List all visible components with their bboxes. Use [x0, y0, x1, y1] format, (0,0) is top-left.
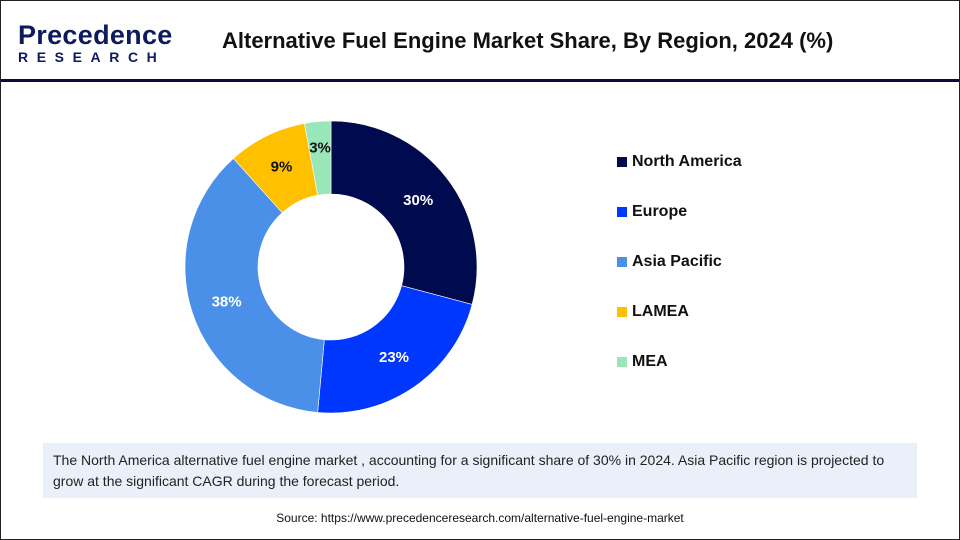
- slice-mea: [304, 120, 332, 196]
- legend-swatch: [617, 307, 627, 317]
- legend-label: Europe: [632, 203, 688, 220]
- summary-note: The North America alternative fuel engin…: [43, 443, 917, 498]
- source-text: Source: https://www.precedenceresearch.c…: [276, 511, 684, 525]
- legend-item: Europe: [617, 200, 742, 224]
- data-label: 3%: [309, 140, 331, 157]
- legend-label: MEA: [632, 353, 668, 370]
- data-label: 38%: [212, 294, 242, 311]
- chart-title: Alternative Fuel Engine Market Share, By…: [222, 28, 834, 53]
- data-label: 23%: [379, 349, 409, 366]
- legend: North America Europe Asia Pacific LAMEA MEA: [617, 150, 742, 400]
- legend-swatch: [617, 357, 627, 367]
- logo: Precedence RESEARCH: [18, 20, 173, 66]
- legend-item: LAMEA: [617, 300, 742, 324]
- legend-label: Asia Pacific: [632, 253, 722, 270]
- data-label: 9%: [271, 159, 293, 176]
- slice-europe: [317, 285, 473, 414]
- slice-asia-pacific: [184, 157, 325, 413]
- data-label: 30%: [403, 192, 433, 209]
- header-divider: [1, 79, 959, 82]
- legend-item: Asia Pacific: [617, 250, 742, 274]
- legend-item: MEA: [617, 350, 742, 374]
- legend-label: North America: [632, 153, 742, 170]
- logo-wordmark: Precedence: [18, 20, 173, 50]
- legend-swatch: [617, 207, 627, 217]
- legend-swatch: [617, 157, 627, 167]
- legend-label: LAMEA: [632, 303, 689, 320]
- logo-subtitle: RESEARCH: [18, 49, 166, 65]
- slice-north-america: [330, 120, 478, 305]
- legend-item: North America: [617, 150, 742, 174]
- legend-swatch: [617, 257, 627, 267]
